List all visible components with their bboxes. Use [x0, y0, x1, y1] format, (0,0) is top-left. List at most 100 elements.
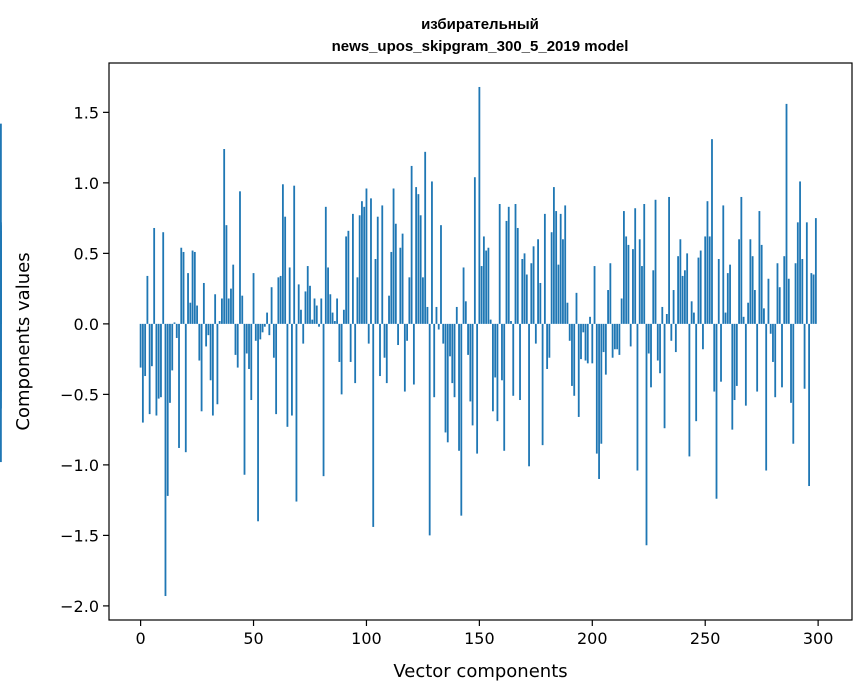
bar	[695, 323, 698, 422]
bar	[781, 323, 783, 388]
bar	[715, 323, 718, 499]
bar	[501, 323, 503, 381]
bar	[726, 273, 729, 324]
bar	[799, 181, 801, 324]
bar	[349, 323, 352, 362]
bar	[729, 264, 731, 324]
bar	[785, 103, 788, 324]
bar	[783, 256, 786, 324]
x-tick-label: 50	[243, 629, 263, 648]
bar	[738, 239, 740, 324]
bar	[650, 323, 652, 388]
bar	[365, 188, 368, 324]
bar	[523, 253, 526, 324]
bar	[374, 259, 377, 324]
bar	[582, 323, 585, 333]
bar	[189, 302, 192, 324]
bar	[774, 323, 777, 398]
bar	[478, 86, 481, 324]
bar	[141, 323, 144, 423]
bar	[0, 323, 2, 409]
bar	[236, 323, 239, 368]
y-tick-label: −2.0	[60, 597, 99, 616]
bar	[356, 277, 359, 324]
bar	[756, 323, 759, 392]
bar	[812, 274, 815, 324]
x-axis-label: Vector components	[393, 661, 567, 682]
bar	[225, 225, 228, 324]
bar	[602, 323, 605, 353]
bar	[609, 263, 612, 324]
bar	[525, 274, 528, 324]
bar	[620, 298, 623, 324]
bar	[623, 211, 625, 324]
bar	[598, 323, 600, 479]
bar	[580, 323, 582, 360]
bar	[686, 253, 689, 324]
bar	[790, 323, 792, 403]
bar	[394, 223, 397, 324]
bar	[564, 205, 567, 324]
bar	[419, 215, 422, 324]
x-tick-label: 300	[803, 629, 834, 648]
chart-title: избирательный news_upos_skipgram_300_5_20…	[332, 16, 629, 55]
bar	[595, 323, 598, 454]
bar	[300, 309, 302, 324]
bar	[571, 323, 573, 386]
bar	[643, 204, 646, 324]
bar	[239, 191, 241, 324]
bar	[593, 266, 596, 324]
bar	[291, 323, 293, 416]
bar	[198, 323, 201, 361]
bar	[776, 263, 779, 324]
bar	[510, 321, 512, 324]
bar	[778, 287, 781, 324]
bar	[385, 323, 388, 384]
bar	[665, 314, 668, 324]
bar	[539, 282, 542, 324]
bar	[324, 206, 327, 324]
bar	[699, 250, 702, 324]
bar	[794, 263, 797, 324]
bar	[787, 278, 790, 324]
x-tick-label: 100	[351, 629, 382, 648]
bar	[767, 278, 770, 324]
bar	[455, 306, 458, 324]
bar	[160, 323, 162, 398]
bar	[600, 323, 603, 444]
bar	[433, 323, 436, 398]
bar	[304, 291, 307, 324]
bar	[406, 323, 409, 341]
bar	[647, 323, 650, 354]
bar	[180, 247, 183, 324]
bar	[227, 298, 230, 324]
bar	[552, 187, 555, 324]
bar	[164, 323, 167, 597]
bar	[426, 306, 429, 324]
bar	[193, 251, 196, 324]
x-tick-label: 150	[464, 629, 495, 648]
bar	[444, 323, 447, 433]
bar	[519, 323, 521, 401]
bar	[216, 323, 219, 405]
bar	[202, 282, 205, 324]
bar	[221, 298, 223, 324]
bar	[482, 236, 485, 324]
bar	[765, 323, 768, 471]
bar	[440, 225, 442, 324]
bar	[451, 323, 454, 384]
bar	[668, 196, 670, 324]
bar	[577, 323, 580, 417]
bar	[591, 323, 594, 364]
bar	[693, 312, 695, 324]
bar	[708, 236, 711, 324]
chart-title-line: избирательный	[421, 16, 539, 33]
bar	[584, 323, 587, 361]
bar	[611, 323, 614, 358]
bar	[340, 323, 343, 395]
chart-title-line: news_upos_skipgram_300_5_2019 model	[332, 38, 629, 55]
bar	[279, 275, 282, 324]
bar	[512, 323, 515, 396]
bar	[733, 323, 736, 401]
bar	[250, 323, 253, 401]
